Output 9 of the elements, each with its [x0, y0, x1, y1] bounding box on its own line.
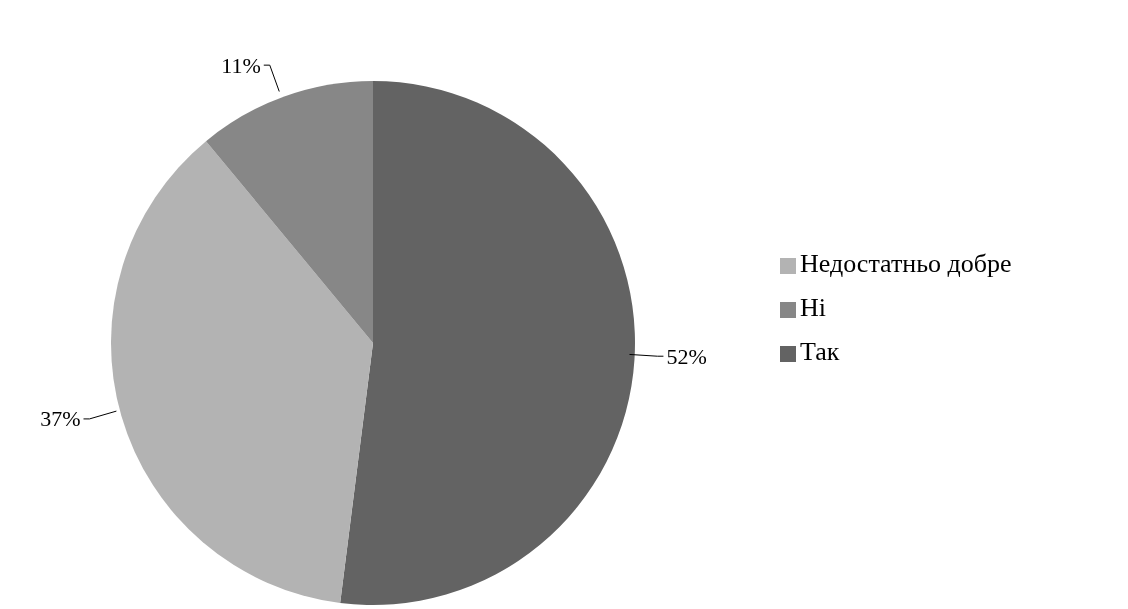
data-label: 52%	[666, 343, 707, 369]
data-label: 37%	[40, 406, 81, 432]
legend-label: Ні	[800, 293, 826, 322]
data-label: 11%	[221, 52, 261, 78]
legend-label: Недостатньо добре	[800, 249, 1012, 278]
legend-label: Так	[800, 337, 840, 366]
pie-slice	[340, 81, 635, 605]
pie-slice	[205, 81, 373, 343]
pie-slice	[111, 141, 373, 603]
